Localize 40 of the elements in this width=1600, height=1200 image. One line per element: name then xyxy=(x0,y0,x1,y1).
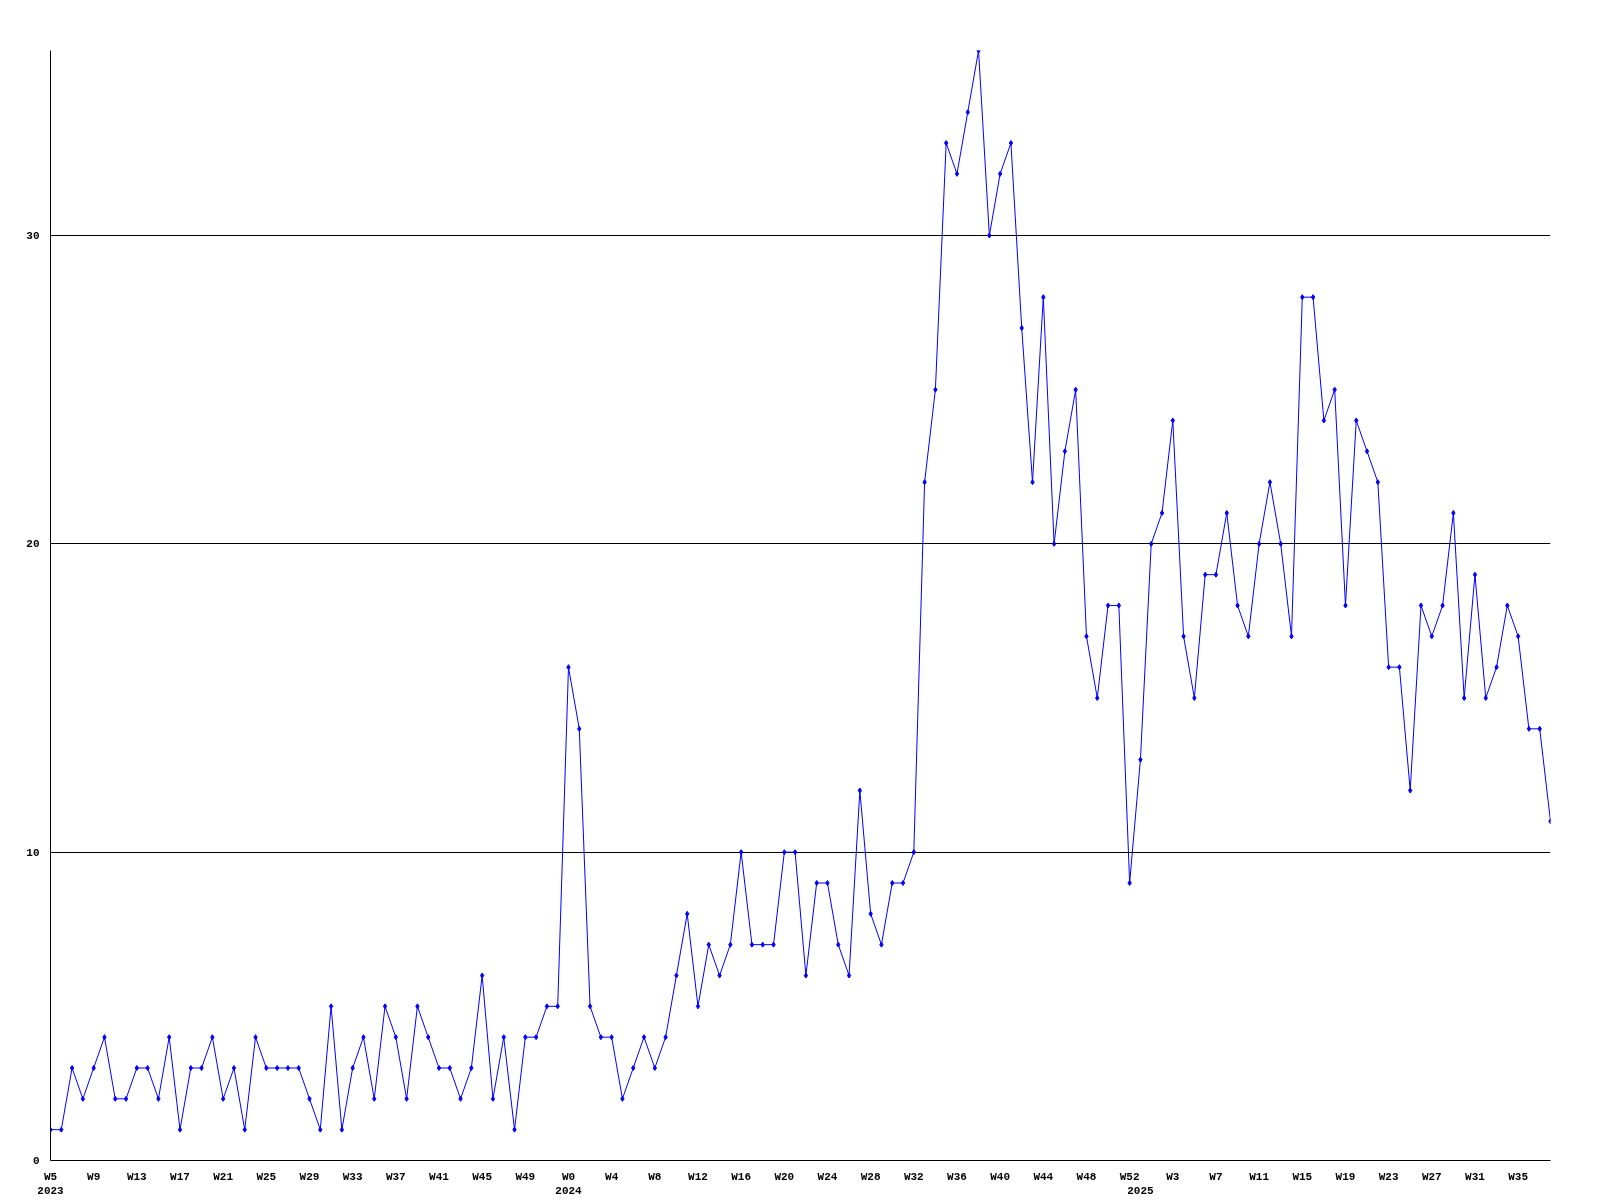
x-tick-label: W3 xyxy=(1166,1170,1180,1183)
x-tick-label: W36 xyxy=(947,1170,967,1183)
x-tick-label: W7 xyxy=(1209,1170,1223,1183)
x-tick-label: W28 xyxy=(860,1170,881,1183)
x-tick-label: W41 xyxy=(429,1170,450,1183)
x-tick-label: W9 xyxy=(87,1170,101,1183)
x-tick-label: W25 xyxy=(256,1170,277,1183)
x-tick-label: W13 xyxy=(126,1170,148,1183)
x-tick-label: W32 xyxy=(903,1170,924,1183)
x-tick-label: W24 xyxy=(817,1170,838,1183)
x-tick-label: W20 xyxy=(774,1170,795,1183)
x-tick-label: W40 xyxy=(990,1170,1011,1183)
x-tick-label: W48 xyxy=(1076,1170,1097,1183)
y-tick-label: 10 xyxy=(26,846,40,859)
x-tick-label: W45 xyxy=(472,1170,493,1183)
x-tick-label: W4 xyxy=(605,1170,619,1183)
x-tick-label: 2025 xyxy=(1127,1184,1155,1197)
x-tick-label: W49 xyxy=(515,1170,536,1183)
x-tick-label: W52 xyxy=(1119,1170,1140,1183)
x-tick-label: W37 xyxy=(385,1170,406,1183)
x-tick-label: W19 xyxy=(1335,1170,1356,1183)
x-tick-label: W27 xyxy=(1421,1170,1442,1183)
x-tick-label: W33 xyxy=(342,1170,363,1183)
y-tick-label: 20 xyxy=(26,538,40,551)
x-tick-label: W11 xyxy=(1249,1170,1270,1183)
x-tick-label: W23 xyxy=(1378,1170,1399,1183)
x-tick-label: W15 xyxy=(1292,1170,1313,1183)
x-tick-label: W0 2024 xyxy=(555,1170,583,1197)
x-tick-label: W44 xyxy=(1033,1170,1054,1183)
x-tick-label: W21 xyxy=(213,1170,234,1183)
x-tick-label: W12 xyxy=(688,1170,708,1183)
x-tick-label: W29 xyxy=(299,1170,320,1183)
y-tick-label: 0 xyxy=(32,1155,40,1167)
x-tick-label: W31 xyxy=(1465,1170,1486,1183)
x-tick-label: W16 xyxy=(731,1170,752,1183)
x-tick-label: W35 xyxy=(1508,1170,1529,1183)
x-tick-label: W5 2023 xyxy=(37,1170,65,1197)
y-tick-label: 30 xyxy=(26,230,40,242)
x-tick-label: W17 xyxy=(170,1170,190,1183)
x-tick-label: W8 xyxy=(648,1170,662,1183)
